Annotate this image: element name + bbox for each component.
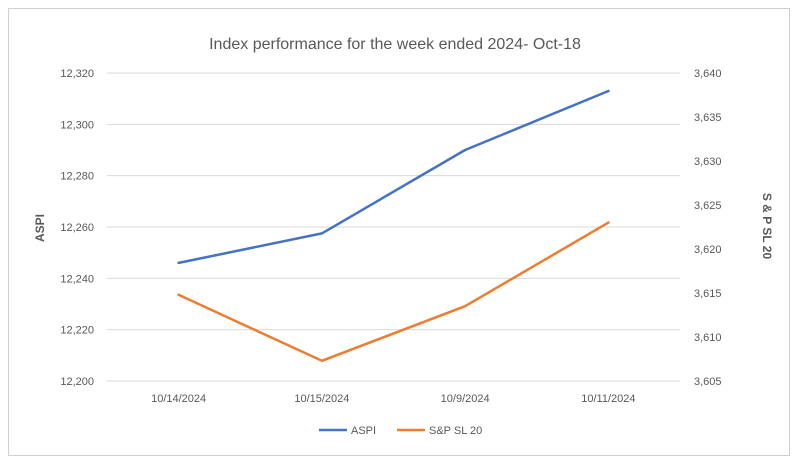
series-line-1 [177,221,610,363]
x-tick-label: 10/15/2024 [294,393,349,405]
right-tick-label: 3,620 [694,244,722,256]
x-axis-ticks: 10/14/2024 10/15/2024 10/9/2024 10/11/2024 [151,393,635,405]
right-tick-label: 3,605 [694,376,722,388]
legend-label: ASPI [351,425,376,437]
left-tick-label: 12,200 [60,376,94,388]
gridlines [107,72,680,382]
legend: ASPI S&P SL 20 [319,425,482,437]
x-tick-label: 10/11/2024 [581,393,635,405]
series-lines [177,89,610,363]
data-point [177,293,180,296]
right-tick-label: 3,610 [694,332,722,344]
left-tick-label: 12,320 [60,68,94,80]
x-tick-label: 10/9/2024 [441,393,490,405]
left-tick-label: 12,300 [60,119,94,131]
x-tick-label: 10/14/2024 [151,393,206,405]
data-point [177,261,180,265]
legend-label: S&P SL 20 [429,425,482,437]
left-axis-ticks: 12,200 12,220 12,240 12,260 12,280 12,300 12,3… [60,68,94,388]
right-tick-label: 3,630 [694,156,722,168]
data-point [320,232,324,235]
data-point [463,305,467,308]
right-axis-title: S & P SL 20 [760,193,774,260]
left-tick-label: 12,260 [60,222,94,234]
right-tick-label: 3,640 [694,68,722,80]
left-axis-title: ASPI [33,214,47,242]
left-tick-label: 12,280 [60,171,94,183]
data-point [463,148,467,152]
series-line-0 [177,89,610,265]
right-tick-label: 3,635 [694,112,722,124]
data-point [607,89,610,93]
left-tick-label: 12,220 [60,325,94,337]
data-point [320,359,324,362]
data-point [607,221,610,224]
right-axis-ticks: 3,605 3,610 3,615 3,620 3,625 3,630 3,635 3,640 [694,68,722,388]
right-tick-label: 3,615 [694,288,722,300]
right-tick-label: 3,625 [694,200,722,212]
left-tick-label: 12,240 [60,273,94,285]
chart-title: Index performance for the week ended 202… [209,36,581,53]
